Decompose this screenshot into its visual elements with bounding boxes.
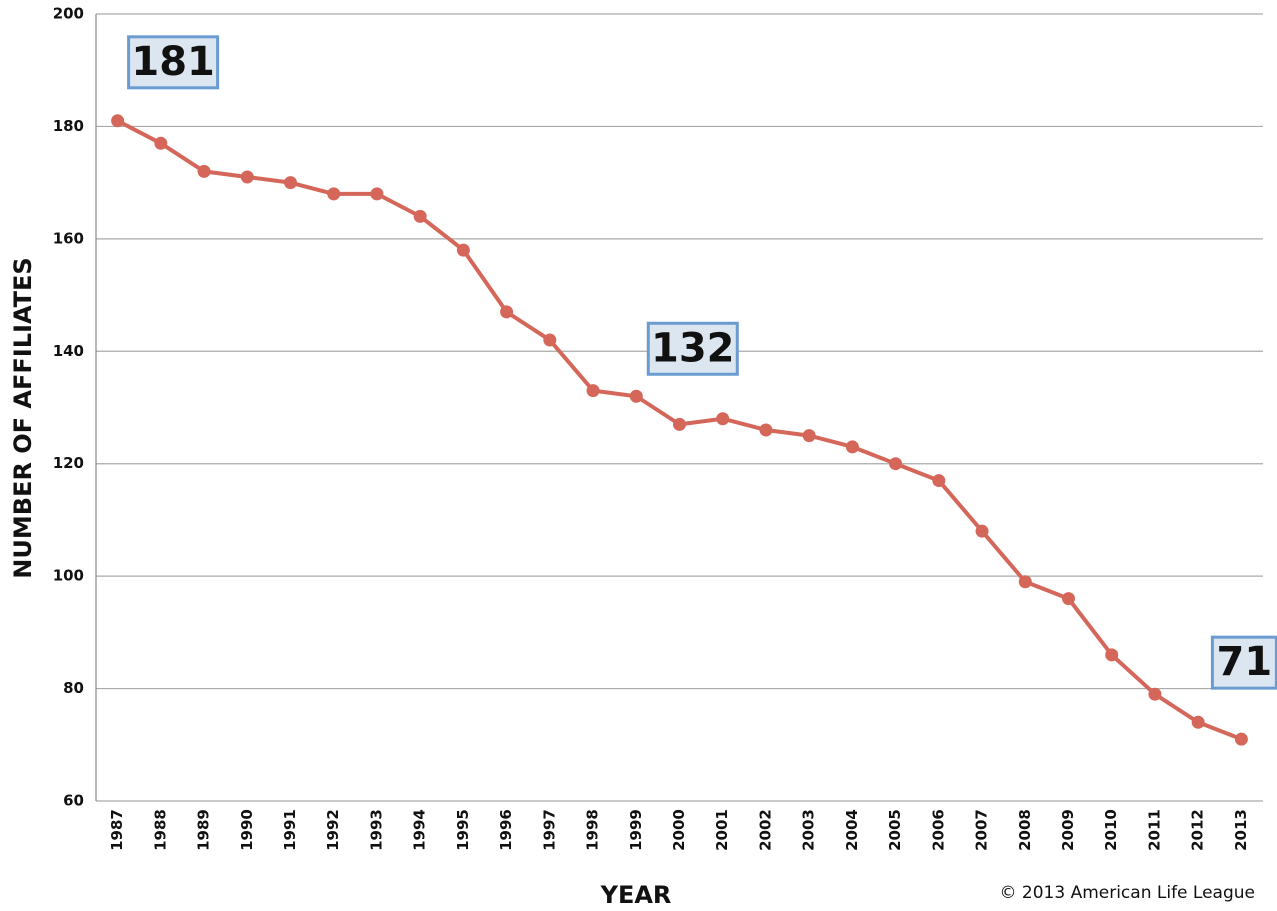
data-point [327, 187, 341, 201]
y-tick-label: 120 [53, 454, 84, 472]
data-point [284, 176, 297, 190]
data-point [1105, 648, 1119, 662]
data-point [975, 524, 989, 538]
y-tick-label: 200 [53, 5, 84, 23]
data-point [759, 423, 773, 437]
x-tick-label: 1990 [238, 809, 256, 851]
x-tick-label: 1995 [454, 809, 472, 851]
source: © 2013 American Life League [1000, 883, 1256, 903]
x-axis-title: YEAR [600, 881, 672, 907]
x-tick-label: 2010 [1102, 809, 1120, 851]
y-tick-label: 80 [63, 679, 84, 697]
data-point [154, 136, 168, 150]
data-point [716, 412, 730, 426]
x-tick-label: 2002 [756, 809, 774, 851]
x-tick-label: 1987 [108, 809, 126, 851]
data-point [802, 429, 816, 443]
annotation-label: 181 [131, 39, 215, 85]
y-tick-label: 140 [53, 342, 84, 360]
data-point [413, 209, 427, 223]
annotation-label: 71 [1217, 639, 1273, 685]
x-tick-label: 1989 [195, 809, 213, 851]
x-tick-label: 1992 [324, 809, 342, 851]
annotation-box [1210, 635, 1277, 690]
x-tick-label: 2011 [1145, 809, 1163, 851]
data-point [1018, 575, 1032, 589]
x-tick-label: 2009 [1059, 809, 1077, 851]
data-point [629, 389, 643, 403]
data-point [1234, 732, 1248, 746]
x-tick-label: 2012 [1189, 809, 1207, 851]
data-point [1062, 592, 1075, 606]
data-point [586, 384, 600, 398]
data-point [370, 187, 384, 201]
x-tick-label: 2005 [886, 809, 904, 851]
x-tick-label: 1998 [584, 809, 602, 851]
data-point [1191, 715, 1205, 729]
data-point [197, 164, 211, 178]
x-tick-label: 2008 [1016, 809, 1034, 851]
x-tick-label: 1988 [151, 809, 169, 851]
x-tick-label: 1997 [540, 809, 558, 851]
annotation-label: 132 [651, 325, 735, 371]
x-tick-label: 2007 [973, 809, 991, 851]
x-tick-label: 1999 [627, 809, 645, 851]
annotation-box [127, 35, 220, 90]
x-tick-label: 2004 [843, 809, 861, 851]
x-tick-label: 2000 [670, 809, 688, 851]
y-tick-label: 100 [53, 567, 84, 585]
annotation-box [646, 321, 739, 376]
y-tick-label: 160 [53, 229, 84, 247]
x-tick-label: 2001 [713, 809, 731, 851]
x-tick-label: 1993 [367, 809, 385, 851]
data-point [673, 417, 686, 431]
y-tick-label: 60 [63, 792, 84, 810]
x-tick-label: 2006 [929, 809, 947, 851]
data-point [456, 243, 470, 257]
y-tick-label: 180 [53, 117, 84, 135]
data-point [932, 474, 946, 488]
data-point [500, 305, 514, 319]
data-point [240, 170, 254, 184]
data-point [1148, 687, 1162, 701]
x-tick-label: 2013 [1232, 809, 1250, 851]
data-point [845, 440, 859, 454]
x-tick-label: 1996 [497, 809, 515, 851]
x-tick-label: 2003 [800, 809, 818, 851]
x-tick-label: 1991 [281, 809, 299, 851]
data-point [543, 333, 557, 347]
data-point [111, 114, 125, 128]
x-tick-label: 1994 [411, 809, 429, 851]
data-point [889, 457, 903, 471]
y-axis-title: NUMBER OF AFFILIATES [9, 257, 37, 578]
